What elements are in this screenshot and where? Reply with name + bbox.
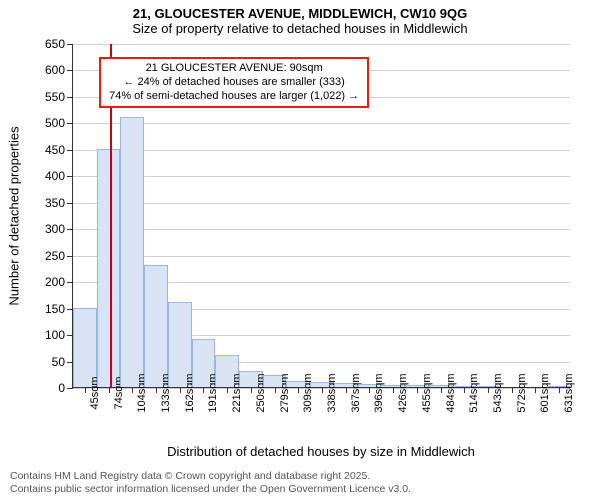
y-tick-label: 350 — [45, 196, 65, 210]
gridline — [73, 256, 570, 257]
x-tick — [535, 387, 536, 393]
y-tick-label: 250 — [45, 249, 65, 263]
x-tick — [512, 387, 513, 393]
y-tick — [67, 203, 73, 204]
chart-title: 21, GLOUCESTER AVENUE, MIDDLEWICH, CW10 … — [0, 0, 600, 21]
y-tick-label: 650 — [45, 37, 65, 51]
x-axis-label: Distribution of detached houses by size … — [167, 444, 475, 459]
x-tick-label: 279sqm — [279, 373, 291, 412]
x-tick — [346, 387, 347, 393]
histogram-bar — [120, 117, 144, 387]
x-tick — [559, 387, 560, 393]
x-tick — [322, 387, 323, 393]
y-tick — [67, 229, 73, 230]
x-tick — [203, 387, 204, 393]
y-tick-label: 600 — [45, 63, 65, 77]
plot-area: 0501001502002503003504004505005506006504… — [72, 44, 570, 388]
annotation-line: 74% of semi-detached houses are larger (… — [109, 90, 359, 104]
y-tick-label: 400 — [45, 169, 65, 183]
x-tick-label: 426sqm — [397, 373, 409, 412]
x-tick — [369, 387, 370, 393]
y-tick — [67, 44, 73, 45]
x-tick-label: 455sqm — [421, 373, 433, 412]
y-tick-label: 450 — [45, 143, 65, 157]
y-tick-label: 500 — [45, 116, 65, 130]
histogram-bar — [73, 308, 97, 387]
x-tick-label: 601sqm — [539, 373, 551, 412]
x-tick-label: 396sqm — [373, 373, 385, 412]
x-tick — [180, 387, 181, 393]
y-tick-label: 100 — [45, 328, 65, 342]
footer-line-1: Contains HM Land Registry data © Crown c… — [10, 470, 411, 483]
x-tick — [85, 387, 86, 393]
x-tick-label: 484sqm — [445, 373, 457, 412]
chart-subtitle: Size of property relative to detached ho… — [0, 21, 600, 36]
x-tick — [275, 387, 276, 393]
x-tick — [464, 387, 465, 393]
y-tick-label: 50 — [52, 355, 65, 369]
y-tick — [67, 150, 73, 151]
x-tick — [417, 387, 418, 393]
x-tick — [441, 387, 442, 393]
x-tick-label: 338sqm — [326, 373, 338, 412]
x-tick — [393, 387, 394, 393]
x-tick — [132, 387, 133, 393]
x-tick-label: 514sqm — [468, 373, 480, 412]
annotation-line: 21 GLOUCESTER AVENUE: 90sqm — [109, 62, 359, 76]
histogram-bar — [97, 149, 121, 387]
annotation-box: 21 GLOUCESTER AVENUE: 90sqm← 24% of deta… — [99, 57, 369, 108]
footer: Contains HM Land Registry data © Crown c… — [0, 470, 411, 496]
y-tick-label: 300 — [45, 222, 65, 236]
y-tick-label: 150 — [45, 302, 65, 316]
gridline — [73, 123, 570, 124]
footer-line-2: Contains public sector information licen… — [10, 483, 411, 496]
y-tick — [67, 282, 73, 283]
gridline — [73, 176, 570, 177]
x-tick — [227, 387, 228, 393]
x-tick-label: 367sqm — [350, 373, 362, 412]
gridline — [73, 150, 570, 151]
y-axis-label: Number of detached properties — [7, 126, 22, 305]
x-tick-label: 572sqm — [516, 373, 528, 412]
y-tick — [67, 123, 73, 124]
x-tick-label: 309sqm — [302, 373, 314, 412]
y-tick — [67, 256, 73, 257]
y-tick-label: 550 — [45, 90, 65, 104]
histogram-bar — [144, 265, 168, 387]
y-tick — [67, 176, 73, 177]
x-tick — [488, 387, 489, 393]
x-tick — [109, 387, 110, 393]
gridline — [73, 203, 570, 204]
annotation-line: ← 24% of detached houses are smaller (33… — [109, 76, 359, 90]
y-tick — [67, 70, 73, 71]
y-tick-label: 200 — [45, 275, 65, 289]
x-tick-label: 631sqm — [563, 373, 575, 412]
y-tick — [67, 388, 73, 389]
gridline — [73, 229, 570, 230]
x-tick — [156, 387, 157, 393]
gridline — [73, 44, 570, 45]
y-tick-label: 0 — [58, 381, 65, 395]
x-tick — [298, 387, 299, 393]
x-tick-label: 543sqm — [492, 373, 504, 412]
x-tick — [251, 387, 252, 393]
y-tick — [67, 97, 73, 98]
